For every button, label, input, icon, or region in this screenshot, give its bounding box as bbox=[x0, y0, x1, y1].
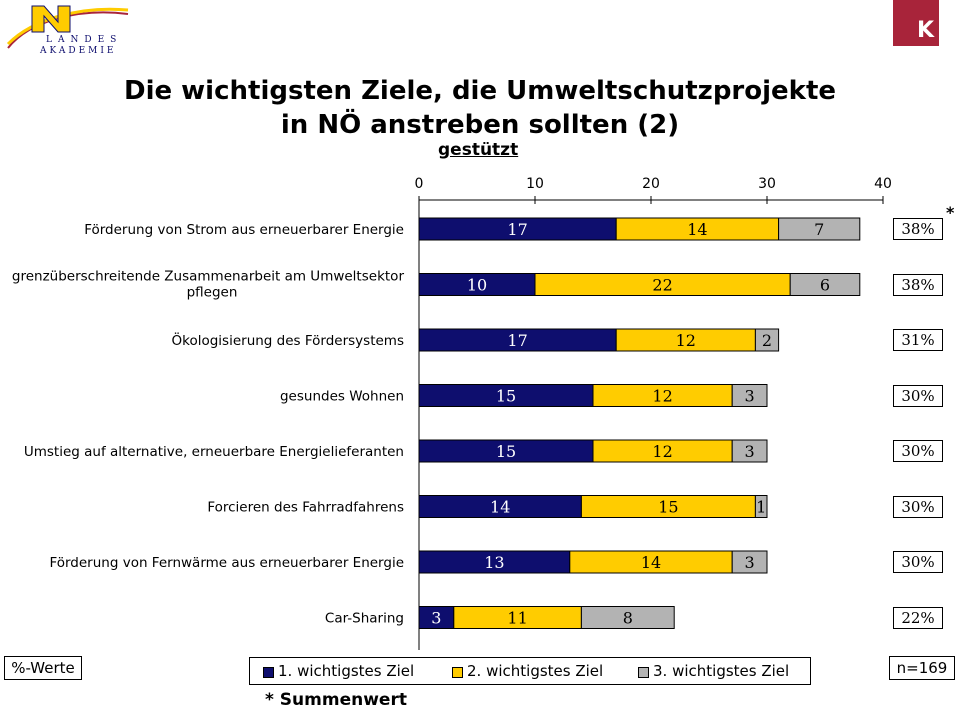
bar-segment-series-3 bbox=[789, 273, 861, 296]
bar-segment-series-3 bbox=[754, 328, 780, 352]
data-label-series-2: 14 bbox=[641, 553, 661, 572]
total-percent-box: 38% bbox=[893, 218, 943, 240]
category-label: Förderung von Strom aus erneuerbarer Ene… bbox=[84, 222, 404, 238]
category-label-line: gesundes Wohnen bbox=[280, 389, 404, 405]
legend: 1. wichtigstes Ziel 2. wichtigstes Ziel … bbox=[249, 657, 811, 685]
total-percent-box: 30% bbox=[893, 495, 943, 518]
category-label-line: Car-Sharing bbox=[325, 611, 404, 627]
data-label-series-1: 13 bbox=[484, 553, 504, 572]
x-tick-label: 30 bbox=[758, 176, 776, 192]
sample-size-label: n=169 bbox=[889, 656, 955, 680]
data-label-series-1: 17 bbox=[507, 220, 527, 239]
category-label-line: pflegen bbox=[187, 285, 238, 301]
category-label-line: Förderung von Strom aus erneuerbarer Ene… bbox=[84, 222, 404, 238]
svg-text:LANDES: LANDES bbox=[46, 35, 122, 45]
data-label-series-1: 15 bbox=[496, 442, 516, 461]
bar-segment-series-3 bbox=[580, 606, 675, 629]
data-label-series-3: 2 bbox=[762, 331, 772, 350]
data-label-series-2: 12 bbox=[652, 387, 672, 406]
data-label-series-1: 17 bbox=[507, 331, 527, 350]
total-percent-box: 31% bbox=[893, 329, 943, 351]
total-percent-box: 30% bbox=[893, 440, 943, 462]
bar-segment-series-3 bbox=[754, 495, 768, 518]
data-label-series-1: 3 bbox=[431, 609, 441, 628]
x-tick-label: 40 bbox=[874, 176, 892, 192]
category-label: Car-Sharing bbox=[325, 611, 404, 627]
data-label-series-2: 14 bbox=[687, 220, 707, 239]
chart-title-line-1: Die wichtigsten Ziele, die Umweltschutzp… bbox=[123, 76, 837, 106]
data-label-series-3: 1 bbox=[756, 498, 766, 517]
legend-swatch-series-2 bbox=[452, 667, 463, 678]
data-label-series-2: 22 bbox=[652, 276, 672, 295]
legend-swatch-series-3 bbox=[638, 667, 649, 678]
legend-label-series-2: 2. wichtigstes Ziel bbox=[467, 662, 604, 680]
category-label-line: grenzüberschreitende Zusammenarbeit am U… bbox=[12, 269, 405, 285]
data-label-series-3: 3 bbox=[745, 387, 755, 406]
data-label-series-3: 8 bbox=[623, 609, 633, 628]
bar-segment-series-3 bbox=[778, 217, 861, 241]
x-tick-label: 20 bbox=[642, 176, 660, 192]
unit-label: %-Werte bbox=[4, 656, 82, 680]
data-label-series-2: 12 bbox=[676, 331, 696, 350]
data-label-series-1: 15 bbox=[496, 387, 516, 406]
category-label-line: Umstieg auf alternative, erneuerbare Ene… bbox=[24, 444, 404, 460]
legend-label-series-1: 1. wichtigstes Ziel bbox=[278, 662, 415, 680]
brand-logo-letter: K bbox=[916, 18, 934, 43]
total-percent-box: 22% bbox=[893, 606, 943, 629]
data-label-series-3: 6 bbox=[820, 276, 830, 295]
svg-text:AKADEMIE: AKADEMIE bbox=[39, 46, 116, 56]
bar-segment-series-3 bbox=[731, 550, 768, 574]
category-label: Forcieren des Fahrradfahrens bbox=[207, 500, 404, 516]
category-label: Umstieg auf alternative, erneuerbare Ene… bbox=[24, 444, 404, 460]
category-label: Ökologisierung des Fördersystems bbox=[172, 331, 405, 349]
category-label-line: Förderung von Fernwärme aus erneuerbarer… bbox=[49, 555, 404, 571]
data-label-series-1: 14 bbox=[490, 498, 510, 517]
chart-title-line-2: in NÖ anstreben sollten (2) bbox=[280, 110, 680, 140]
category-label: grenzüberschreitende Zusammenarbeit am U… bbox=[12, 269, 405, 301]
asterisk-marker: * bbox=[946, 203, 955, 222]
legend-label-series-3: 3. wichtigstes Ziel bbox=[653, 662, 790, 680]
category-label-line: Ökologisierung des Fördersystems bbox=[172, 331, 405, 349]
chart-subtitle: gestützt bbox=[438, 140, 519, 160]
landesakademie-logo: LANDES AKADEMIE bbox=[0, 0, 135, 60]
data-label-series-2: 12 bbox=[652, 442, 672, 461]
category-label-line: Forcieren des Fahrradfahrens bbox=[207, 500, 404, 516]
category-label: gesundes Wohnen bbox=[280, 389, 404, 405]
data-label-series-3: 3 bbox=[745, 553, 755, 572]
footnote: * Summenwert bbox=[265, 690, 407, 710]
category-label: Förderung von Fernwärme aus erneuerbarer… bbox=[49, 555, 404, 571]
bar-segment-series-3 bbox=[731, 439, 768, 463]
data-label-series-2: 15 bbox=[658, 498, 678, 517]
bar-segment-series-3 bbox=[731, 384, 768, 407]
legend-swatch-series-1 bbox=[263, 667, 274, 678]
data-label-series-3: 7 bbox=[814, 220, 824, 239]
total-percent-box: 38% bbox=[893, 273, 943, 296]
x-tick-label: 0 bbox=[415, 176, 424, 192]
brand-logo: K bbox=[893, 0, 939, 46]
total-percent-box: 30% bbox=[893, 384, 943, 407]
data-label-series-1: 10 bbox=[467, 276, 487, 295]
total-percent-box: 30% bbox=[893, 551, 943, 573]
data-label-series-2: 11 bbox=[507, 609, 527, 628]
data-label-series-3: 3 bbox=[745, 442, 755, 461]
x-tick-label: 10 bbox=[526, 176, 544, 192]
